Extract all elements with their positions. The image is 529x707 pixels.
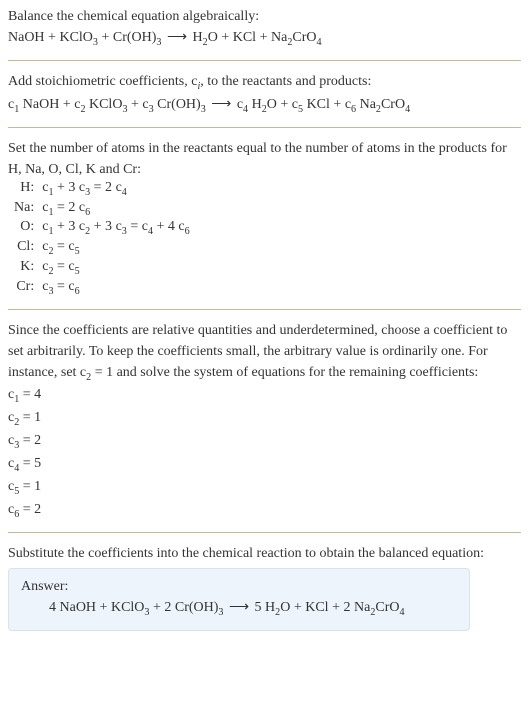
since-paragraph: Since the coefficients are relative quan… (8, 320, 521, 385)
divider (8, 60, 521, 61)
solution-row: c6 = 2 (8, 499, 521, 522)
element-equation: c2 = c5 (38, 239, 193, 259)
element-equation: c1 + 3 c2 + 3 c3 = c4 + 4 c6 (38, 219, 193, 239)
element-equations: H: c1 + 3 c3 = 2 c4 Na: c1 = 2 c6 O: c1 … (10, 180, 194, 299)
coef-c4: c4 (237, 97, 248, 112)
stoich-equation: c1 NaOH + c2 KClO3 + c3 Cr(OH)3 ⟶ c4 H2O… (8, 94, 521, 117)
coef-c5: c5 (292, 97, 303, 112)
coef-c3: c3 (142, 97, 153, 112)
solution-row: c3 = 2 (8, 430, 521, 453)
divider (8, 532, 521, 533)
element-label: Na: (10, 200, 38, 220)
intro-line: Balance the chemical equation algebraica… (8, 6, 521, 27)
species-na2cro4: Na2CrO4 (271, 30, 322, 45)
answer-box: Answer: 4 NaOH + KClO3 + 2 Cr(OH)3 ⟶ 5 H… (8, 568, 470, 631)
plus: + (218, 30, 233, 45)
stoich-intro: Add stoichiometric coefficients, ci, to … (8, 71, 521, 94)
coef-c2: c2 (74, 97, 85, 112)
coef-c6: c6 (345, 97, 356, 112)
element-equation: c1 + 3 c3 = 2 c4 (38, 180, 193, 200)
arrow-icon: ⟶ (165, 27, 189, 48)
solution-row: c1 = 4 (8, 384, 521, 407)
balanced-equation: 4 NaOH + KClO3 + 2 Cr(OH)3 ⟶ 5 H2O + KCl… (49, 599, 457, 618)
eq-row-k: K: c2 = c5 (10, 259, 194, 279)
answer-title: Answer: (21, 579, 457, 595)
eq-row-cl: Cl: c2 = c5 (10, 239, 194, 259)
element-label: K: (10, 259, 38, 279)
plus: + (98, 30, 113, 45)
plus: + (45, 30, 60, 45)
species-naoh: NaOH (8, 30, 45, 45)
eq-row-cr: Cr: c3 = c6 (10, 279, 194, 299)
eq-row-o: O: c1 + 3 c2 + 3 c3 = c4 + 4 c6 (10, 219, 194, 239)
coef-c1: c1 (8, 97, 19, 112)
species-croh3: Cr(OH)3 (113, 30, 162, 45)
substitute-line: Substitute the coefficients into the che… (8, 543, 521, 564)
plus: + (256, 30, 271, 45)
solutions-list: c1 = 4 c2 = 1 c3 = 2 c4 = 5 c5 = 1 c6 = … (8, 384, 521, 521)
solution-row: c4 = 5 (8, 453, 521, 476)
arrow-icon: ⟶ (209, 94, 233, 115)
element-equation: c1 = 2 c6 (38, 200, 193, 220)
element-label: Cl: (10, 239, 38, 259)
solution-row: c2 = 1 (8, 407, 521, 430)
element-label: O: (10, 219, 38, 239)
element-equation: c3 = c6 (38, 279, 193, 299)
divider (8, 309, 521, 310)
eq-row-h: H: c1 + 3 c3 = 2 c4 (10, 180, 194, 200)
unbalanced-equation: NaOH + KClO3 + Cr(OH)3 ⟶ H2O + KCl + Na2… (8, 27, 521, 50)
solution-row: c5 = 1 (8, 476, 521, 499)
arrow-icon: ⟶ (227, 599, 251, 616)
species-kclo3: KClO3 (59, 30, 98, 45)
element-equation: c2 = c5 (38, 259, 193, 279)
element-label: H: (10, 180, 38, 200)
eq-row-na: Na: c1 = 2 c6 (10, 200, 194, 220)
element-label: Cr: (10, 279, 38, 299)
divider (8, 127, 521, 128)
species-kcl: KCl (233, 30, 256, 45)
atoms-intro: Set the number of atoms in the reactants… (8, 138, 521, 180)
species-h2o: H2O (193, 30, 218, 45)
